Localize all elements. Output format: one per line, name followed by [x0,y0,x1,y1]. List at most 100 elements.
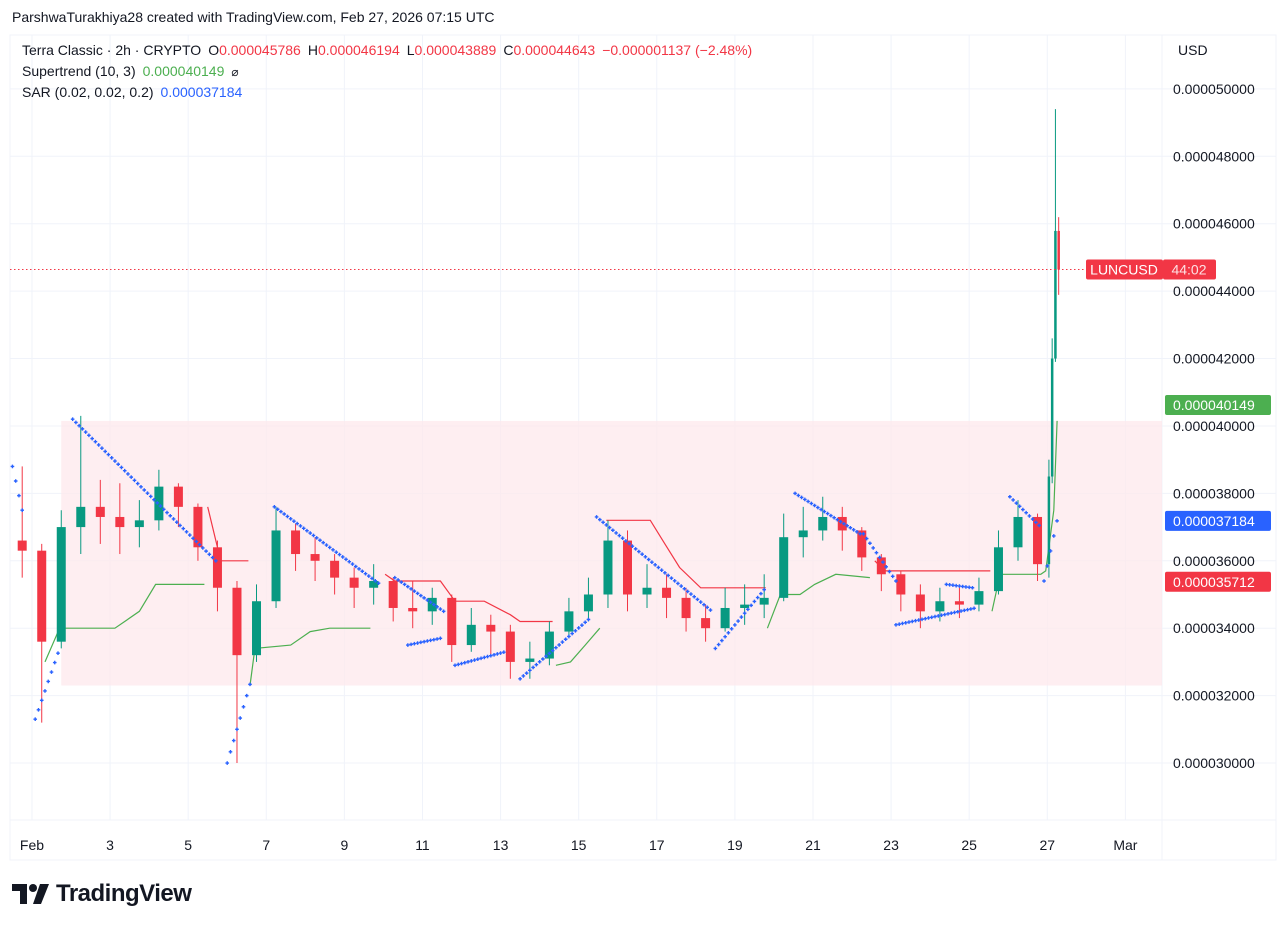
date-tick-label: 11 [415,837,430,853]
sar-dot [624,539,628,543]
sar-dot [842,521,846,526]
sar-dot [285,514,290,519]
candle-body [466,624,476,646]
candle-body [291,530,301,555]
sar-dot [428,600,433,605]
last-price-symbol: LUNCUSD [1090,261,1158,277]
sar-legend-row[interactable]: SAR (0.02, 0.02, 0.2) 0.000037184 [22,82,752,103]
candle [115,483,125,555]
candle-body [974,591,984,605]
sar-dot [884,565,889,569]
sar-dot [967,585,971,590]
sar-badge: 0.000037184 [1173,513,1255,529]
chart-legend: Terra Classic · 2h · CRYPTO O0.000045786 H… [22,40,752,103]
currency-label[interactable]: USD [1178,42,1208,58]
candle-body [701,618,711,629]
sar-dot [812,503,817,508]
sar-dot [344,557,348,562]
sar-dot [570,631,574,636]
sar-dot [178,523,182,528]
sar-dot [168,513,173,518]
candle [95,479,105,544]
symbol-name: Terra Classic · 2h · CRYPTO [22,42,202,58]
sar-dot [324,543,329,547]
sar-dot [1011,498,1015,502]
time-axis[interactable]: Feb 3 5 7 9 11 13 15 17 19 21 23 25 27 Mar [20,837,1138,853]
sar-dot [952,610,957,615]
price-axis[interactable]: 0.000030000 0.000032000 0.000034000 0.00003… [1086,81,1271,771]
sar-dot [301,526,306,531]
sar-dot [181,526,186,531]
sar-dot [524,671,529,675]
date-tick-label: Mar [1113,837,1137,853]
candles [17,109,1060,764]
candle [1057,217,1060,295]
candle [193,503,203,561]
sar-dot [682,586,687,591]
secondary-price-badge: 0.000035712 [1173,574,1255,590]
sar-dot [637,549,641,554]
candle-body [330,560,340,578]
price-tick-label: 0.000034000 [1173,620,1255,636]
candle-body [564,611,574,632]
sar-dot [353,564,358,569]
candle-body [915,594,925,612]
sar-dot [646,557,651,562]
candle-body [993,547,1003,592]
sar-dot [894,623,898,627]
chart-credit: ParshwaTurakhiya28 created with TradingV… [12,9,495,25]
sar-dot [425,598,430,602]
sar-dot [819,507,823,512]
supertrend-legend-row[interactable]: Supertrend (10, 3) 0.000040149 ⌀ [22,61,752,83]
sar-dot [419,593,423,598]
eye-off-icon[interactable]: ⌀ [231,64,239,79]
sar-dot [479,656,483,661]
price-tick-label: 0.000036000 [1173,553,1255,569]
sar-dot [292,519,296,523]
sar-dot [689,592,693,596]
sar-dot [210,555,215,560]
sar-dot [74,420,78,425]
sar-dot [916,618,921,622]
price-tick-label: 0.000030000 [1173,755,1255,771]
sar-dot [942,612,947,617]
sar-dot [855,529,859,534]
sar-dot [799,495,804,500]
sar-dot [926,616,931,620]
sar-dot [360,569,365,574]
sar-dot [459,661,464,666]
candle [447,594,457,662]
candle [349,567,359,608]
candle-body [642,587,652,595]
candle-body [798,530,808,538]
sar-dot [729,627,734,631]
sar-dot [412,641,417,646]
sar-dot [489,653,493,658]
sar-dot [822,509,827,514]
sar-dot [685,589,690,594]
sar-dot [537,660,542,664]
tradingview-logo[interactable]: TradingView [12,880,192,908]
candle-body [935,601,945,612]
sar-dot [399,580,404,584]
candle [252,584,262,662]
sar-dot [1034,520,1038,525]
sar-dot [851,527,856,532]
sar-dot [871,546,875,550]
symbol-legend-row[interactable]: Terra Classic · 2h · CRYPTO O0.000045786 H… [22,40,752,61]
sar-dot [874,550,879,555]
candle-body [779,537,789,598]
low-value: 0.000043889 [414,42,497,58]
candle [212,540,222,612]
sar-dot [518,676,522,681]
sar-dot [586,617,591,622]
sar-dot [103,449,107,454]
sar-dot [148,494,153,499]
sar-dot [573,628,578,633]
candle-body [525,658,535,662]
sar-dot [949,611,954,615]
sar-dot [90,436,94,441]
sar-dot [970,585,975,590]
candle [642,564,652,608]
